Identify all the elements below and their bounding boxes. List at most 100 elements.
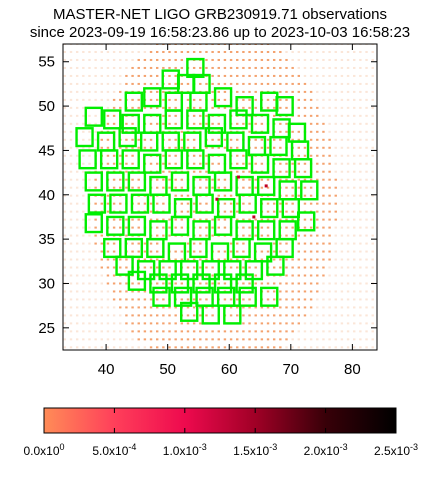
- y-tick-label: 30: [38, 275, 55, 292]
- observation-field: [189, 237, 208, 259]
- observation-field: [226, 131, 245, 152]
- prob-dot: [106, 122, 110, 125]
- prob-dot: [242, 82, 245, 85]
- prob-dot: [180, 330, 184, 333]
- prob-dot: [168, 346, 171, 349]
- bg-dot: [88, 178, 91, 181]
- prob-dot: [137, 322, 140, 325]
- bg-dot: [63, 346, 67, 349]
- prob-dot: [94, 218, 97, 221]
- prob-dot: [205, 58, 208, 61]
- prob-dot: [266, 298, 270, 301]
- prob-dot: [303, 298, 307, 301]
- prob-dot: [229, 346, 233, 349]
- prob-dot: [242, 106, 245, 109]
- bg-dot: [69, 106, 73, 109]
- prob-dot: [322, 242, 325, 245]
- prob-dot: [186, 322, 190, 325]
- bg-dot: [328, 74, 331, 77]
- bg-dot: [371, 226, 374, 229]
- prob-dot: [217, 162, 220, 165]
- bg-dot: [63, 290, 67, 293]
- prob-dot: [309, 218, 313, 221]
- prob-dot: [156, 218, 159, 221]
- bg-dot: [309, 66, 313, 69]
- prob-dot: [106, 282, 110, 285]
- prob-dot: [309, 282, 313, 285]
- prob-dot: [272, 202, 276, 205]
- prob-dot: [143, 106, 147, 109]
- observation-field: [149, 273, 168, 294]
- prob-dot: [242, 74, 245, 77]
- bg-dot: [69, 66, 73, 69]
- y-tick-label: 35: [38, 231, 55, 248]
- prob-dot: [303, 290, 307, 293]
- prob-dot: [248, 266, 251, 269]
- bg-dot: [322, 98, 325, 101]
- prob-dot: [199, 122, 202, 125]
- prob-dot: [211, 98, 214, 101]
- bg-dot: [359, 82, 362, 85]
- prob-dot: [125, 122, 128, 125]
- observation-field: [127, 171, 147, 192]
- bg-dot: [309, 346, 313, 349]
- plot-frame: [62, 43, 378, 351]
- prob-dot: [211, 226, 214, 229]
- prob-dot: [285, 66, 288, 69]
- prob-dot: [229, 266, 233, 269]
- bg-dot: [82, 114, 85, 117]
- bg-dot: [359, 66, 362, 69]
- bg-dot: [137, 346, 140, 349]
- bg-dot: [63, 210, 67, 213]
- bg-dot: [334, 266, 337, 269]
- prob-dot: [242, 306, 245, 309]
- bg-dot: [359, 218, 362, 221]
- prob-dot: [199, 330, 202, 333]
- observation-field: [186, 149, 205, 170]
- prob-dot: [242, 90, 245, 93]
- prob-dot: [322, 154, 325, 157]
- observation-field: [164, 91, 184, 112]
- bg-dot: [359, 266, 362, 269]
- bg-dot: [309, 314, 313, 317]
- prob-dot: [285, 170, 288, 173]
- bg-dot: [359, 74, 362, 77]
- bg-dot: [316, 322, 319, 325]
- prob-dot: [229, 250, 233, 253]
- prob-dot: [119, 186, 122, 189]
- prob-dot: [199, 314, 202, 317]
- prob-dot: [180, 82, 184, 85]
- bg-dot: [353, 218, 356, 221]
- bg-dot: [100, 274, 103, 277]
- bg-dot: [75, 290, 79, 293]
- bg-dot: [100, 346, 103, 349]
- bg-dot: [69, 242, 73, 245]
- bg-dot: [328, 322, 331, 325]
- prob-dot: [192, 242, 196, 245]
- bg-dot: [334, 322, 337, 325]
- bg-dot: [297, 338, 301, 341]
- observation-field: [281, 198, 301, 219]
- prob-dot: [168, 234, 171, 237]
- prob-dot: [112, 106, 116, 109]
- bg-dot: [69, 226, 73, 229]
- bg-dot: [75, 250, 79, 253]
- prob-dot: [205, 178, 208, 181]
- prob-dot: [242, 226, 245, 229]
- bg-dot: [309, 338, 313, 341]
- observation-field: [232, 237, 251, 259]
- prob-dot: [162, 122, 165, 125]
- prob-dot: [303, 154, 307, 157]
- prob-dot: [217, 146, 220, 149]
- prob-dot: [125, 178, 128, 181]
- bg-dot: [316, 306, 319, 309]
- prob-dot: [254, 330, 257, 333]
- prob-dot: [156, 258, 159, 261]
- prob-dot: [285, 306, 288, 309]
- observation-field: [170, 171, 190, 192]
- bg-dot: [316, 330, 319, 333]
- prob-dot: [217, 226, 220, 229]
- prob-dot: [112, 98, 116, 101]
- prob-dot: [266, 66, 270, 69]
- bg-dot: [316, 346, 319, 349]
